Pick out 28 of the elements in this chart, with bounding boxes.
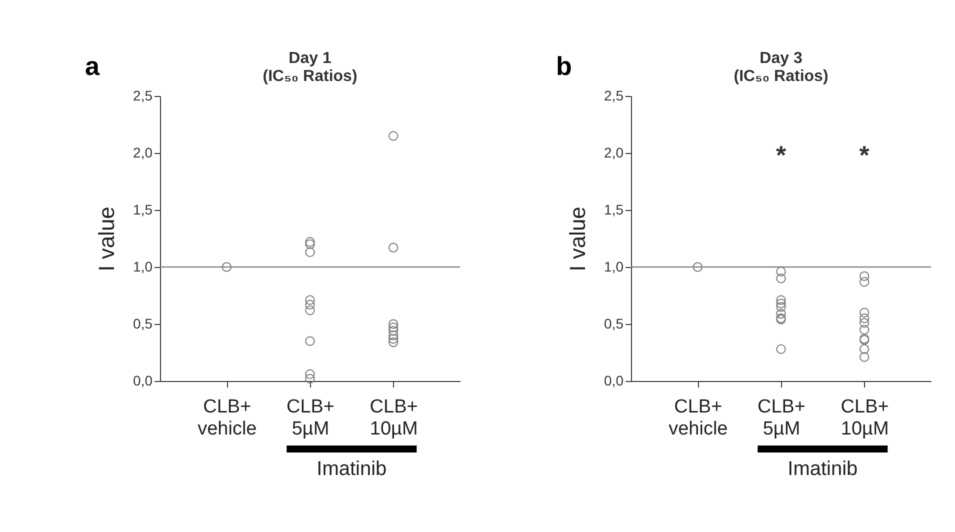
y-tick-label: 0,5 — [133, 316, 153, 332]
x-tick-label: CLB+ vehicle — [198, 396, 257, 440]
text: b — [556, 51, 572, 81]
y-tick-label: 2,5 — [604, 88, 624, 104]
annotation: * — [776, 140, 787, 170]
text: a — [85, 51, 100, 81]
x-tick-label: CLB+ vehicle — [668, 396, 728, 440]
y-tick-label: 2,0 — [604, 144, 624, 160]
y-tick-label: 1,5 — [133, 202, 153, 218]
x-tick-label: CLB+ 5µM — [757, 396, 806, 440]
y-axis-title: I value — [94, 206, 120, 272]
annotation: * — [859, 140, 870, 170]
x-tick-label: CLB+ 5µM — [286, 396, 335, 440]
y-axis-title: I value — [565, 206, 590, 272]
chart-title: Day 3 (IC₅₀ Ratios) — [734, 50, 828, 85]
y-tick-label: 1,0 — [604, 258, 624, 274]
y-tick-label: 1,5 — [604, 202, 624, 218]
y-tick-label: 0,5 — [604, 316, 624, 332]
y-tick-label: 1,0 — [133, 258, 153, 274]
x-tick-label: CLB+ 10µM — [840, 396, 889, 440]
text: Imatinib — [788, 458, 858, 480]
y-tick-label: 2,5 — [133, 88, 153, 104]
text: Imatinib — [316, 458, 387, 480]
chart-title: Day 1 (IC₅₀ Ratios) — [262, 50, 358, 85]
y-tick-label: 0,0 — [133, 372, 153, 388]
y-tick-label: 2,0 — [133, 144, 153, 160]
y-tick-label: 0,0 — [604, 372, 624, 388]
x-tick-label: CLB+ 10µM — [370, 396, 418, 440]
